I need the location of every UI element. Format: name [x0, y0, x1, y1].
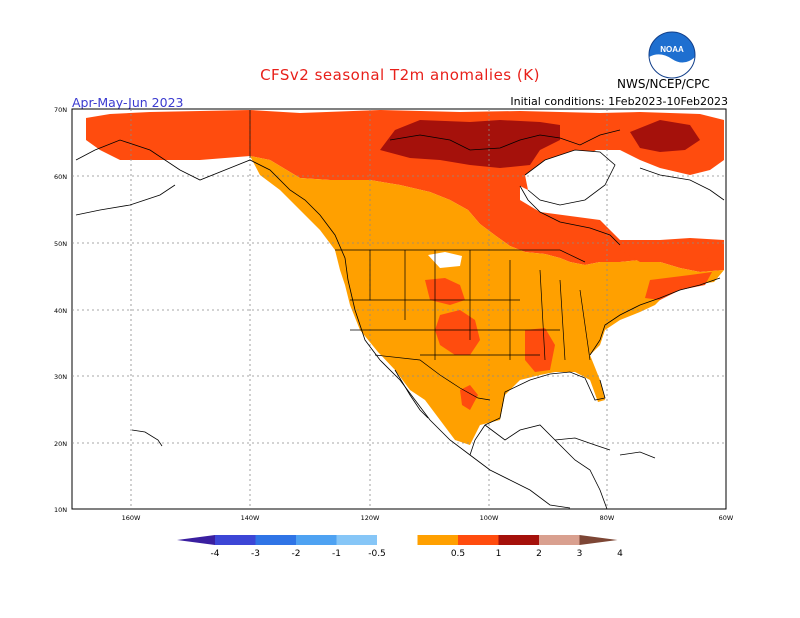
legend-swatch: [215, 535, 256, 545]
legend-arrow-low: [177, 535, 215, 545]
legend-swatch: [377, 535, 418, 545]
lon-label-100w: 100W: [480, 514, 499, 522]
agency-label: NWS/NCEP/CPC: [617, 77, 710, 91]
anomaly-region-2-3k-hudson: [380, 120, 560, 168]
graticule: [72, 109, 726, 509]
legend-swatch: [498, 535, 539, 545]
anomaly-region-1-2k-southeast: [525, 328, 555, 372]
color-legend: -4 -3 -2 -1 -0.5 0.5 1 2 3 4: [177, 535, 623, 559]
legend-label: -1: [332, 549, 341, 559]
legend-swatch: [255, 535, 296, 545]
forecast-period: Apr-May-Jun 2023: [72, 95, 184, 110]
anomaly-region-05-1k-conus: [250, 156, 724, 445]
lon-label-140w: 140W: [241, 514, 260, 522]
legend-label: 0.5: [451, 549, 465, 559]
lat-label-50n: 50N: [54, 240, 67, 248]
anomaly-region-1-2k-canada-east: [620, 248, 710, 265]
legend-swatch: [336, 535, 377, 545]
lat-label-40n: 40N: [54, 307, 67, 315]
legend-arrow-high: [579, 535, 618, 545]
map-title: CFSv2 seasonal T2m anomalies (K): [260, 66, 540, 84]
longitude-labels: 160W 140W 120W 100W 80W 60W: [122, 514, 734, 522]
legend-label: -4: [211, 549, 220, 559]
anomaly-fill-layer: [86, 110, 724, 445]
anomaly-region-1-2k-north: [86, 110, 724, 272]
latitude-labels: 70N 60N 50N 40N 30N 20N 10N: [54, 106, 67, 514]
legend-label: 1: [496, 549, 502, 559]
legend-swatch: [539, 535, 580, 545]
lat-label-60n: 60N: [54, 173, 67, 181]
noaa-logo: NOAA: [648, 31, 696, 79]
neutral-gap-hudson-bay: [525, 150, 615, 205]
lat-label-70n: 70N: [54, 106, 67, 114]
lon-label-160w: 160W: [122, 514, 141, 522]
lat-label-30n: 30N: [54, 373, 67, 381]
legend-label: 2: [536, 549, 542, 559]
legend-label: 4: [617, 549, 623, 559]
lon-label-60w: 60W: [719, 514, 734, 522]
svg-text:NOAA: NOAA: [660, 45, 684, 54]
lat-label-10n: 10N: [54, 506, 67, 514]
initial-conditions: Initial conditions: 1Feb2023-10Feb2023: [510, 95, 728, 108]
anomaly-region-2-3k-baffin: [630, 120, 700, 152]
anomaly-region-1-2k-northeast: [645, 272, 712, 300]
legend-swatch: [417, 535, 458, 545]
legend-label: 3: [577, 549, 583, 559]
anomaly-region-1-2k-plains: [435, 310, 480, 355]
neutral-gap-prairies: [428, 252, 462, 268]
legend-swatch: [296, 535, 337, 545]
anomaly-region-1-2k-texas: [460, 385, 478, 410]
lon-label-120w: 120W: [361, 514, 380, 522]
coastlines: [75, 129, 725, 510]
legend-swatch: [458, 535, 499, 545]
legend-label: -0.5: [368, 549, 386, 559]
lat-label-20n: 20N: [54, 440, 67, 448]
legend-label: -2: [292, 549, 301, 559]
lon-label-80w: 80W: [600, 514, 615, 522]
legend-label: -3: [251, 549, 260, 559]
political-boundaries: [249, 110, 591, 401]
